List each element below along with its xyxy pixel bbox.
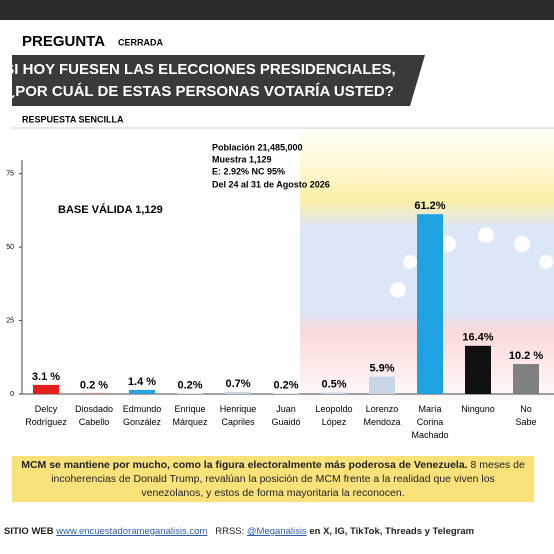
annotation: BASE VÁLIDA 1,129 (58, 203, 163, 216)
value-label: 5.9% (369, 363, 394, 375)
question-banner (12, 55, 425, 106)
x-tick-label: Edmundo González (123, 404, 162, 427)
bar (513, 364, 539, 394)
footer: SITIO WEB www.encuestadorameganalisis.co… (4, 526, 474, 537)
value-label: 0.2% (273, 379, 298, 391)
info-line: Muestra 1,129 (212, 154, 272, 164)
x-tick-label: María Corina Machado (411, 404, 448, 440)
info-line: Del 24 al 31 de Agosto 2026 (212, 179, 330, 189)
site-link[interactable]: www.encuestadorameganalisis.com (56, 526, 208, 537)
x-tick-label: Diosdado Cabello (75, 404, 113, 427)
bar (129, 389, 155, 394)
note-bold: MCM se mantiene por mucho, como la figur… (21, 459, 468, 471)
x-tick-label: Delcy Rodríguez (25, 404, 67, 427)
value-label: 16.4% (462, 332, 493, 344)
value-label: 1.4 % (128, 376, 156, 388)
value-label: 0.5% (321, 378, 346, 390)
value-label: 61.2% (414, 200, 445, 212)
y-tick-label: 50 (6, 244, 14, 251)
note-text: 8 meses de incoherencias de Donald Trump… (51, 459, 525, 499)
x-tick-label: Lorenzo Mendoza (363, 404, 400, 427)
value-label: 0.7% (225, 378, 250, 390)
y-tick-label: 0 (10, 391, 14, 398)
info-line: E: 2.92% NC 95% (212, 166, 285, 176)
question-line: SI HOY FUESEN LAS ELECCIONES PRESIDENCIA… (4, 61, 395, 78)
value-label: 3.1 % (32, 371, 60, 383)
x-tick-label: Juan Guaidó (271, 404, 300, 427)
x-tick-label: Ninguno (461, 404, 495, 414)
bar (225, 391, 251, 394)
x-tick-label: Leopoldo López (315, 404, 352, 427)
networks: en X, IG, TikTok, Threads y Telegram (309, 526, 475, 537)
stars (390, 227, 553, 298)
top-banner (0, 0, 554, 20)
answer-type: RESPUESTA SENCILLA (22, 114, 124, 124)
bar (273, 393, 299, 394)
x-tick-label: Enrique Márquez (172, 404, 208, 427)
x-tick-label: No Sabe (515, 404, 536, 427)
bar (321, 392, 347, 394)
y-tick-label: 25 (6, 317, 14, 324)
chart: PREGUNTA CERRADA SI HOY FUESEN LAS ELECC… (0, 0, 554, 440)
value-label: 0.2% (177, 379, 202, 391)
bar (81, 393, 107, 394)
question-label: PREGUNTA (22, 33, 105, 50)
bar (465, 345, 491, 394)
rrss-label: RRSS: (215, 526, 245, 537)
y-tick-label: 75 (6, 171, 14, 178)
value-label: 0.2 % (80, 379, 108, 391)
value-label: 10.2 % (509, 350, 543, 362)
bar (417, 214, 443, 394)
question-label-note: CERRADA (118, 37, 164, 47)
info-line: Población 21,485,000 (212, 142, 303, 152)
site-label: SITIO WEB (4, 526, 54, 537)
bar (369, 376, 395, 394)
handle-link[interactable]: @Meganalisis (246, 526, 307, 537)
question-line: ¿POR CUÁL DE ESTAS PERSONAS VOTARÍA USTE… (6, 83, 394, 100)
bar (177, 393, 203, 394)
x-tick-label: Henrique Capriles (220, 404, 257, 427)
note: MCM se mantiene por mucho, como la figur… (12, 456, 534, 502)
bar (33, 384, 59, 394)
